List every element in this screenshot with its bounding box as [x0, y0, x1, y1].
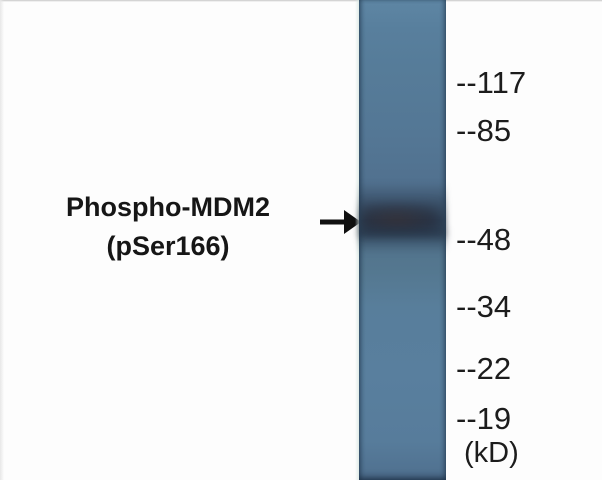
mw-marker-34: --34: [456, 289, 512, 324]
mw-marker-48: --48: [456, 222, 512, 257]
mw-marker-85: --85: [456, 113, 512, 148]
protein-band-core: [362, 204, 440, 232]
target-label: Phospho-MDM2 (pSer166): [16, 188, 320, 266]
band-arrow-icon: [318, 206, 362, 238]
target-label-line2: (pSer166): [106, 231, 230, 261]
scan-edge-left: [0, 0, 4, 480]
blot-lane: [359, 0, 446, 480]
mw-marker-22: --22: [456, 351, 512, 386]
protein-band-smear: [359, 228, 446, 238]
lane-left-halo: [355, 0, 360, 480]
scan-edge-top: [0, 0, 602, 2]
mw-marker-19: --19: [456, 401, 512, 436]
kd-unit-label: (kD): [464, 437, 519, 469]
mw-marker-117: --117: [456, 65, 527, 100]
target-label-line1: Phospho-MDM2: [66, 192, 270, 222]
